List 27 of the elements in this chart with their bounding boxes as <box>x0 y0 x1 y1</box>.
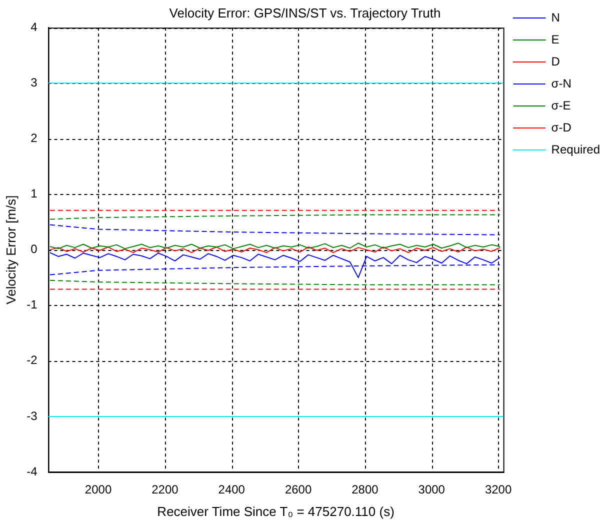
line-series <box>49 224 500 236</box>
y-tick-label: -4 <box>26 464 38 478</box>
y-tick-label: -1 <box>26 298 38 312</box>
y-tick-label: -2 <box>26 353 38 368</box>
y-tick-label: 2 <box>30 131 38 146</box>
legend-label: E <box>551 32 560 46</box>
legend-label: σ-D <box>551 120 572 134</box>
x-tick-label: 2200 <box>152 482 179 497</box>
y-tick-label: 0 <box>30 242 38 256</box>
legend-label: σ-N <box>551 76 572 90</box>
legend-label: Required <box>551 142 600 156</box>
y-tick-label: 1 <box>30 186 38 201</box>
legend-label: D <box>551 54 560 68</box>
y-tick-label: 4 <box>30 20 38 34</box>
x-tick-label: 2000 <box>84 482 112 497</box>
y-tick-label: 3 <box>30 75 38 90</box>
x-tick-label: 3200 <box>484 482 512 497</box>
legend-label: N <box>551 10 560 24</box>
y-axis-title: Velocity Error [m/s] <box>3 195 18 304</box>
x-tick-label: 2600 <box>284 482 312 497</box>
x-tick-label: 2800 <box>352 482 379 497</box>
chart-title: Velocity Error: GPS/INS/ST vs. Trajectory Truth <box>169 5 441 20</box>
x-tick-label: 2400 <box>218 482 246 497</box>
x-axis-title: Receiver Time Since T₀ = 475270.110 (s) <box>157 504 394 519</box>
y-tick-label: -3 <box>26 408 38 423</box>
legend-label: σ-E <box>551 98 571 112</box>
x-tick-label: 3000 <box>418 482 446 497</box>
